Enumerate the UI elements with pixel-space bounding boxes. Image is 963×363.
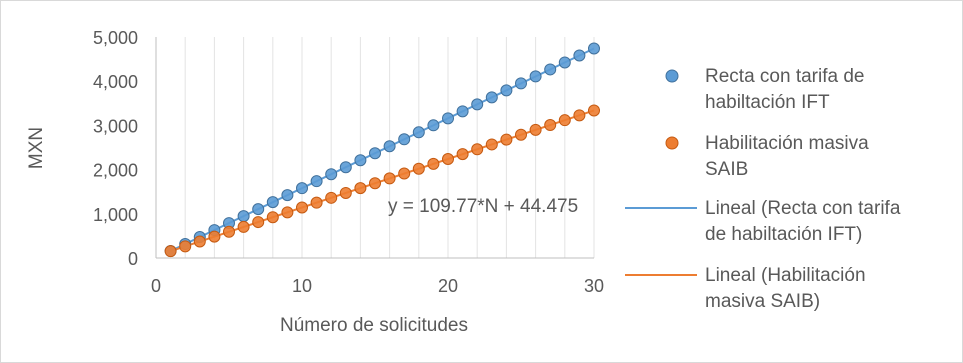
x-tick-label: 20: [438, 276, 458, 296]
series-1-point: [442, 112, 454, 125]
y-tick-label: 3,000: [93, 116, 138, 136]
series-2-point: [558, 114, 571, 127]
series-1-point: [456, 105, 469, 118]
series-2-point: [588, 104, 600, 117]
series-1-point: [427, 119, 440, 132]
series-2-point: [193, 235, 206, 248]
series-2-point: [573, 109, 586, 122]
series-1-point: [588, 42, 600, 55]
legend-marker: [665, 136, 679, 150]
series-1-point: [515, 77, 527, 90]
series-2-point: [252, 216, 265, 229]
legend-marker: [665, 69, 679, 83]
series-2-point: [281, 206, 294, 219]
series-2-point: [296, 201, 308, 214]
series-1-point: [573, 49, 586, 62]
y-tick-label: 1,000: [93, 205, 138, 225]
y-tick-label: 0: [128, 249, 138, 269]
legend-label: habiltación IFT: [705, 92, 830, 113]
trendline-equation: y = 109.77*N + 44.475: [388, 196, 578, 217]
series-1-point: [500, 84, 513, 97]
series-2-point: [515, 128, 527, 141]
series-2-point: [529, 123, 542, 136]
series-1-point: [383, 140, 396, 153]
series-2-point: [164, 245, 177, 258]
tick-labels: 0 10 20 30 0 1,000 2,000 3,000 4,000 5,000: [93, 28, 604, 296]
legend-label: Lineal (Habilitación: [705, 265, 866, 286]
series-1-point: [339, 161, 352, 174]
series-1-point: [310, 175, 323, 188]
series-2-point: [471, 143, 484, 156]
series-1-point: [369, 147, 381, 160]
series-2-point: [485, 138, 498, 151]
series-1-point: [558, 56, 571, 69]
series-2-point: [456, 148, 469, 161]
y-axis-label: MXN: [26, 127, 47, 169]
series-1-point: [252, 203, 265, 216]
legend: Recta con tarifa de habiltación IFT Habili…: [625, 66, 901, 312]
legend-label: Habilitación masiva: [705, 133, 869, 154]
data-markers: [164, 42, 600, 258]
series-1-point: [296, 182, 308, 195]
series-2-point: [500, 133, 513, 146]
legend-label: masiva SAIB): [705, 291, 820, 312]
series-1-point: [412, 126, 425, 139]
series-1-point: [471, 98, 484, 111]
series-2-point: [427, 157, 440, 170]
axes: [155, 37, 594, 259]
series-1-point: [354, 154, 367, 167]
series-2-point: [325, 191, 338, 204]
series-2-point: [179, 240, 192, 253]
series-2-point: [442, 152, 454, 165]
series-2-point: [237, 220, 250, 233]
y-tick-label: 4,000: [93, 72, 138, 92]
series-1-point: [325, 168, 338, 181]
y-tick-label: 5,000: [93, 28, 138, 48]
legend-label: Recta con tarifa de: [705, 66, 864, 87]
series-2-point: [310, 196, 323, 209]
legend-label: SAIB: [705, 159, 748, 180]
series-2-point: [369, 177, 381, 190]
series-2-point: [412, 162, 425, 175]
series-2-point: [383, 172, 396, 185]
series-1-point: [544, 63, 557, 76]
y-tick-label: 2,000: [93, 161, 138, 181]
series-2-point: [354, 182, 367, 195]
series-1-point: [529, 70, 542, 83]
series-2-point: [544, 119, 557, 132]
series-1-point: [398, 133, 411, 146]
series-1-point: [281, 189, 294, 202]
series-2-point: [398, 167, 411, 180]
legend-label: Lineal (Recta con tarifa: [705, 198, 901, 219]
x-tick-label: 10: [292, 276, 312, 296]
series-2-point: [223, 225, 235, 238]
series-1-point: [485, 91, 498, 104]
x-tick-label: 0: [151, 276, 161, 296]
series-1-point: [266, 196, 279, 209]
series-2-point: [208, 230, 221, 243]
x-tick-label: 30: [584, 276, 604, 296]
series-2-point: [339, 186, 352, 199]
legend-label: de habiltación IFT): [705, 224, 862, 245]
series-1-point: [237, 210, 250, 223]
x-axis-label: Número de solicitudes: [280, 315, 468, 336]
series-2-point: [266, 211, 279, 224]
